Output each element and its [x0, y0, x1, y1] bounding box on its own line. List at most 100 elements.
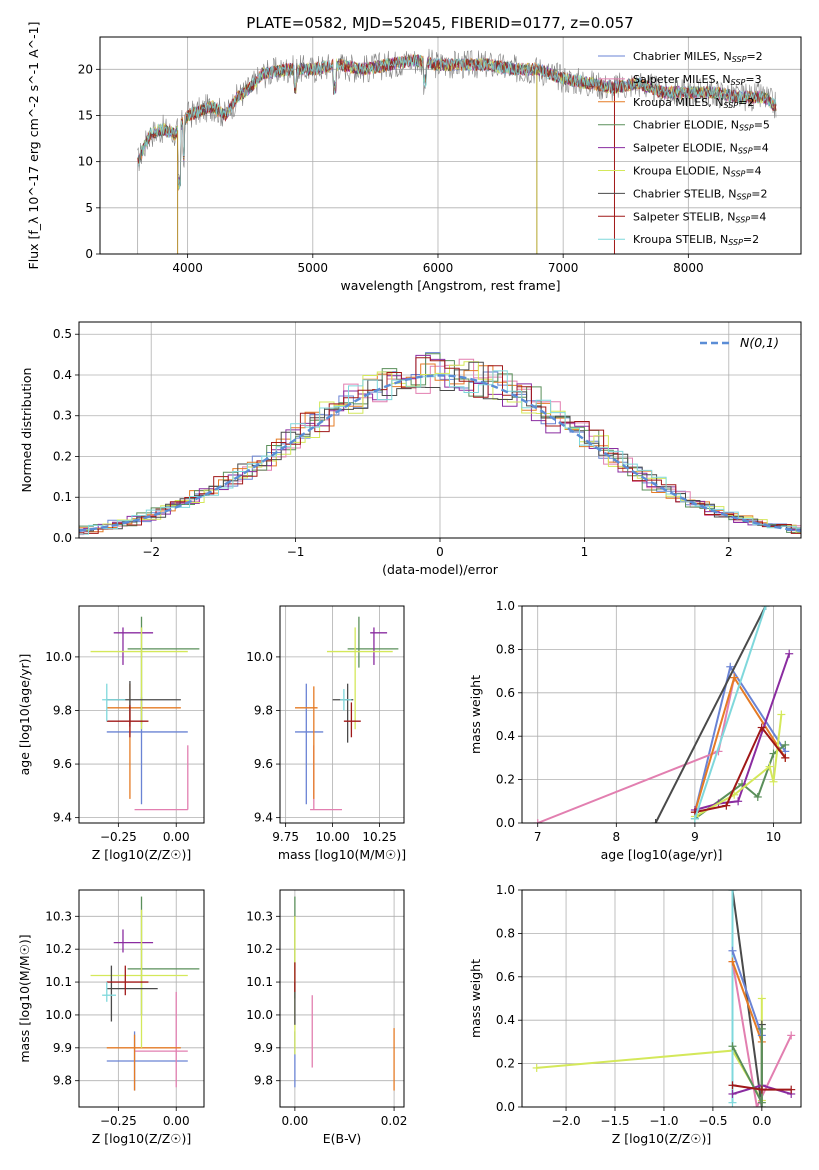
- x-tick-label: 1: [581, 545, 589, 559]
- x-tick-label: 10: [766, 830, 781, 844]
- y-tick-label: 10.1: [246, 975, 273, 989]
- x-tick-label: 10.25: [362, 830, 396, 844]
- plot-frame: [78, 605, 205, 824]
- x-axis-label: wavelength [Angstrom, rest frame]: [340, 278, 560, 293]
- legend-entry: Salpeter STELIB, NSSP=4: [633, 210, 766, 224]
- y-tick-label: 10.0: [45, 650, 72, 664]
- x-tick-label: 9.75: [272, 830, 299, 844]
- y-tick-label: 0.0: [496, 816, 515, 830]
- residuals-axes: [75, 322, 801, 542]
- x-axis-label: age [log10(age/yr)]: [601, 847, 723, 862]
- y-tick-label: 0.8: [496, 926, 515, 940]
- x-tick-label: 7000: [548, 261, 579, 275]
- x-tick-label: 2: [725, 545, 733, 559]
- y-tick-label: 9.9: [254, 1041, 273, 1055]
- y-tick-label: 0: [85, 247, 93, 261]
- x-tick-label: −0.5: [698, 1114, 727, 1128]
- x-tick-label: 0.00: [282, 1114, 309, 1128]
- y-tick-label: 0.3: [53, 409, 72, 423]
- x-tick-label: 8000: [673, 261, 704, 275]
- weight-line: [731, 961, 763, 1043]
- legend-entry: Chabrier ELODIE, NSSP=5: [633, 119, 770, 133]
- y-tick-label: 0.5: [53, 327, 72, 341]
- normal-curve: [79, 374, 801, 533]
- legend-entry: Kroupa STELIB, NSSP=2: [633, 233, 759, 247]
- x-tick-label: 0.00: [163, 830, 190, 844]
- y-tick-label: 0.1: [53, 490, 72, 504]
- age_vs_Z-axes: [75, 606, 204, 827]
- x-axis-label: Z [log10(Z/Z☉)]: [612, 1131, 712, 1146]
- y-tick-label: 0.2: [496, 773, 515, 787]
- x-tick-label: 0.02: [381, 1114, 408, 1128]
- model-spectrum: [137, 54, 777, 189]
- legend-entry: N(0,1): [740, 335, 779, 350]
- x-axis-label: mass [log10(M/M☉)]: [278, 847, 406, 862]
- weight-line: [654, 606, 767, 823]
- weight-line: [731, 950, 763, 1036]
- y-tick-label: 10.2: [45, 942, 72, 956]
- plot-frame: [279, 605, 405, 824]
- x-tick-label: −1: [287, 545, 305, 559]
- weight-line: [537, 677, 736, 823]
- weight-line: [536, 998, 763, 1105]
- plot-frame: [99, 36, 802, 255]
- legend-entry: Chabrier MILES, NSSP=2: [633, 50, 763, 64]
- y-tick-label: 0.2: [496, 1057, 515, 1071]
- y-tick-label: 9.6: [254, 757, 273, 771]
- x-tick-label: 10.00: [315, 830, 349, 844]
- x-tick-label: 6000: [423, 261, 454, 275]
- y-tick-label: 9.8: [53, 1074, 72, 1088]
- x-axis-label: Z [log10(Z/Z☉)]: [92, 1131, 192, 1146]
- y-tick-label: 10.3: [246, 909, 273, 923]
- page-title: PLATE=0582, MJD=52045, FIBERID=0177, z=0…: [246, 14, 633, 32]
- model-spectrum: [137, 54, 777, 187]
- y-tick-label: 9.6: [53, 757, 72, 771]
- y-tick-label: 5: [85, 201, 93, 215]
- y-tick-label: 20: [78, 62, 93, 76]
- legend-entry: Salpeter ELODIE, NSSP=4: [633, 142, 769, 156]
- weight-lines: [532, 890, 796, 1107]
- y-tick-label: 0.2: [53, 449, 72, 463]
- x-tick-label: −2.0: [551, 1114, 580, 1128]
- y-tick-label: 10.1: [45, 975, 72, 989]
- y-tick-label: 1.0: [496, 883, 515, 897]
- plot-frame: [521, 605, 802, 824]
- y-axis-label: mass [log10(M/M☉)]: [17, 934, 32, 1062]
- y-tick-label: 0.4: [53, 368, 72, 382]
- y-tick-label: 15: [78, 108, 93, 122]
- x-tick-label: 0.0: [752, 1114, 771, 1128]
- y-tick-label: 10.2: [246, 942, 273, 956]
- y-tick-label: 9.4: [53, 811, 72, 825]
- weight-lines: [533, 606, 794, 823]
- spectrum-lines: [137, 48, 777, 254]
- x-tick-label: −0.25: [100, 830, 137, 844]
- x-tick-label: 0: [436, 545, 444, 559]
- y-tick-label: 10.0: [246, 1008, 273, 1022]
- legend-entry: Chabrier STELIB, NSSP=2: [633, 187, 767, 201]
- y-tick-label: 10: [78, 155, 93, 169]
- plot-frame: [521, 889, 802, 1108]
- y-tick-label: 0.0: [496, 1100, 515, 1114]
- y-axis-label: mass weight: [468, 675, 483, 754]
- y-tick-label: 9.9: [53, 1041, 72, 1055]
- x-axis-label: (data-model)/error: [382, 562, 499, 577]
- y-tick-label: 0.4: [496, 1013, 515, 1027]
- y-tick-label: 10.0: [246, 650, 273, 664]
- y-tick-label: 10.3: [45, 909, 72, 923]
- y-tick-label: 0.6: [496, 686, 515, 700]
- weight-line: [693, 606, 767, 820]
- x-tick-label: −1.0: [649, 1114, 678, 1128]
- x-tick-label: −2: [142, 545, 160, 559]
- y-axis-label: Flux [f_λ 10^-17 erg cm^-2 s^-1 A^-1]: [26, 22, 41, 270]
- legend-entry: Salpeter MILES, NSSP=3: [633, 73, 762, 87]
- y-tick-label: 9.8: [254, 1074, 273, 1088]
- x-axis-label: E(B-V): [323, 1131, 362, 1146]
- y-axis-label: mass weight: [468, 959, 483, 1038]
- plot-frame: [78, 889, 205, 1108]
- model-spectrum: [137, 53, 777, 187]
- weight-line: [693, 675, 787, 813]
- y-tick-label: 9.8: [254, 703, 273, 717]
- mass_vs_Z-axes: [75, 890, 204, 1111]
- y-tick-label: 9.4: [254, 811, 273, 825]
